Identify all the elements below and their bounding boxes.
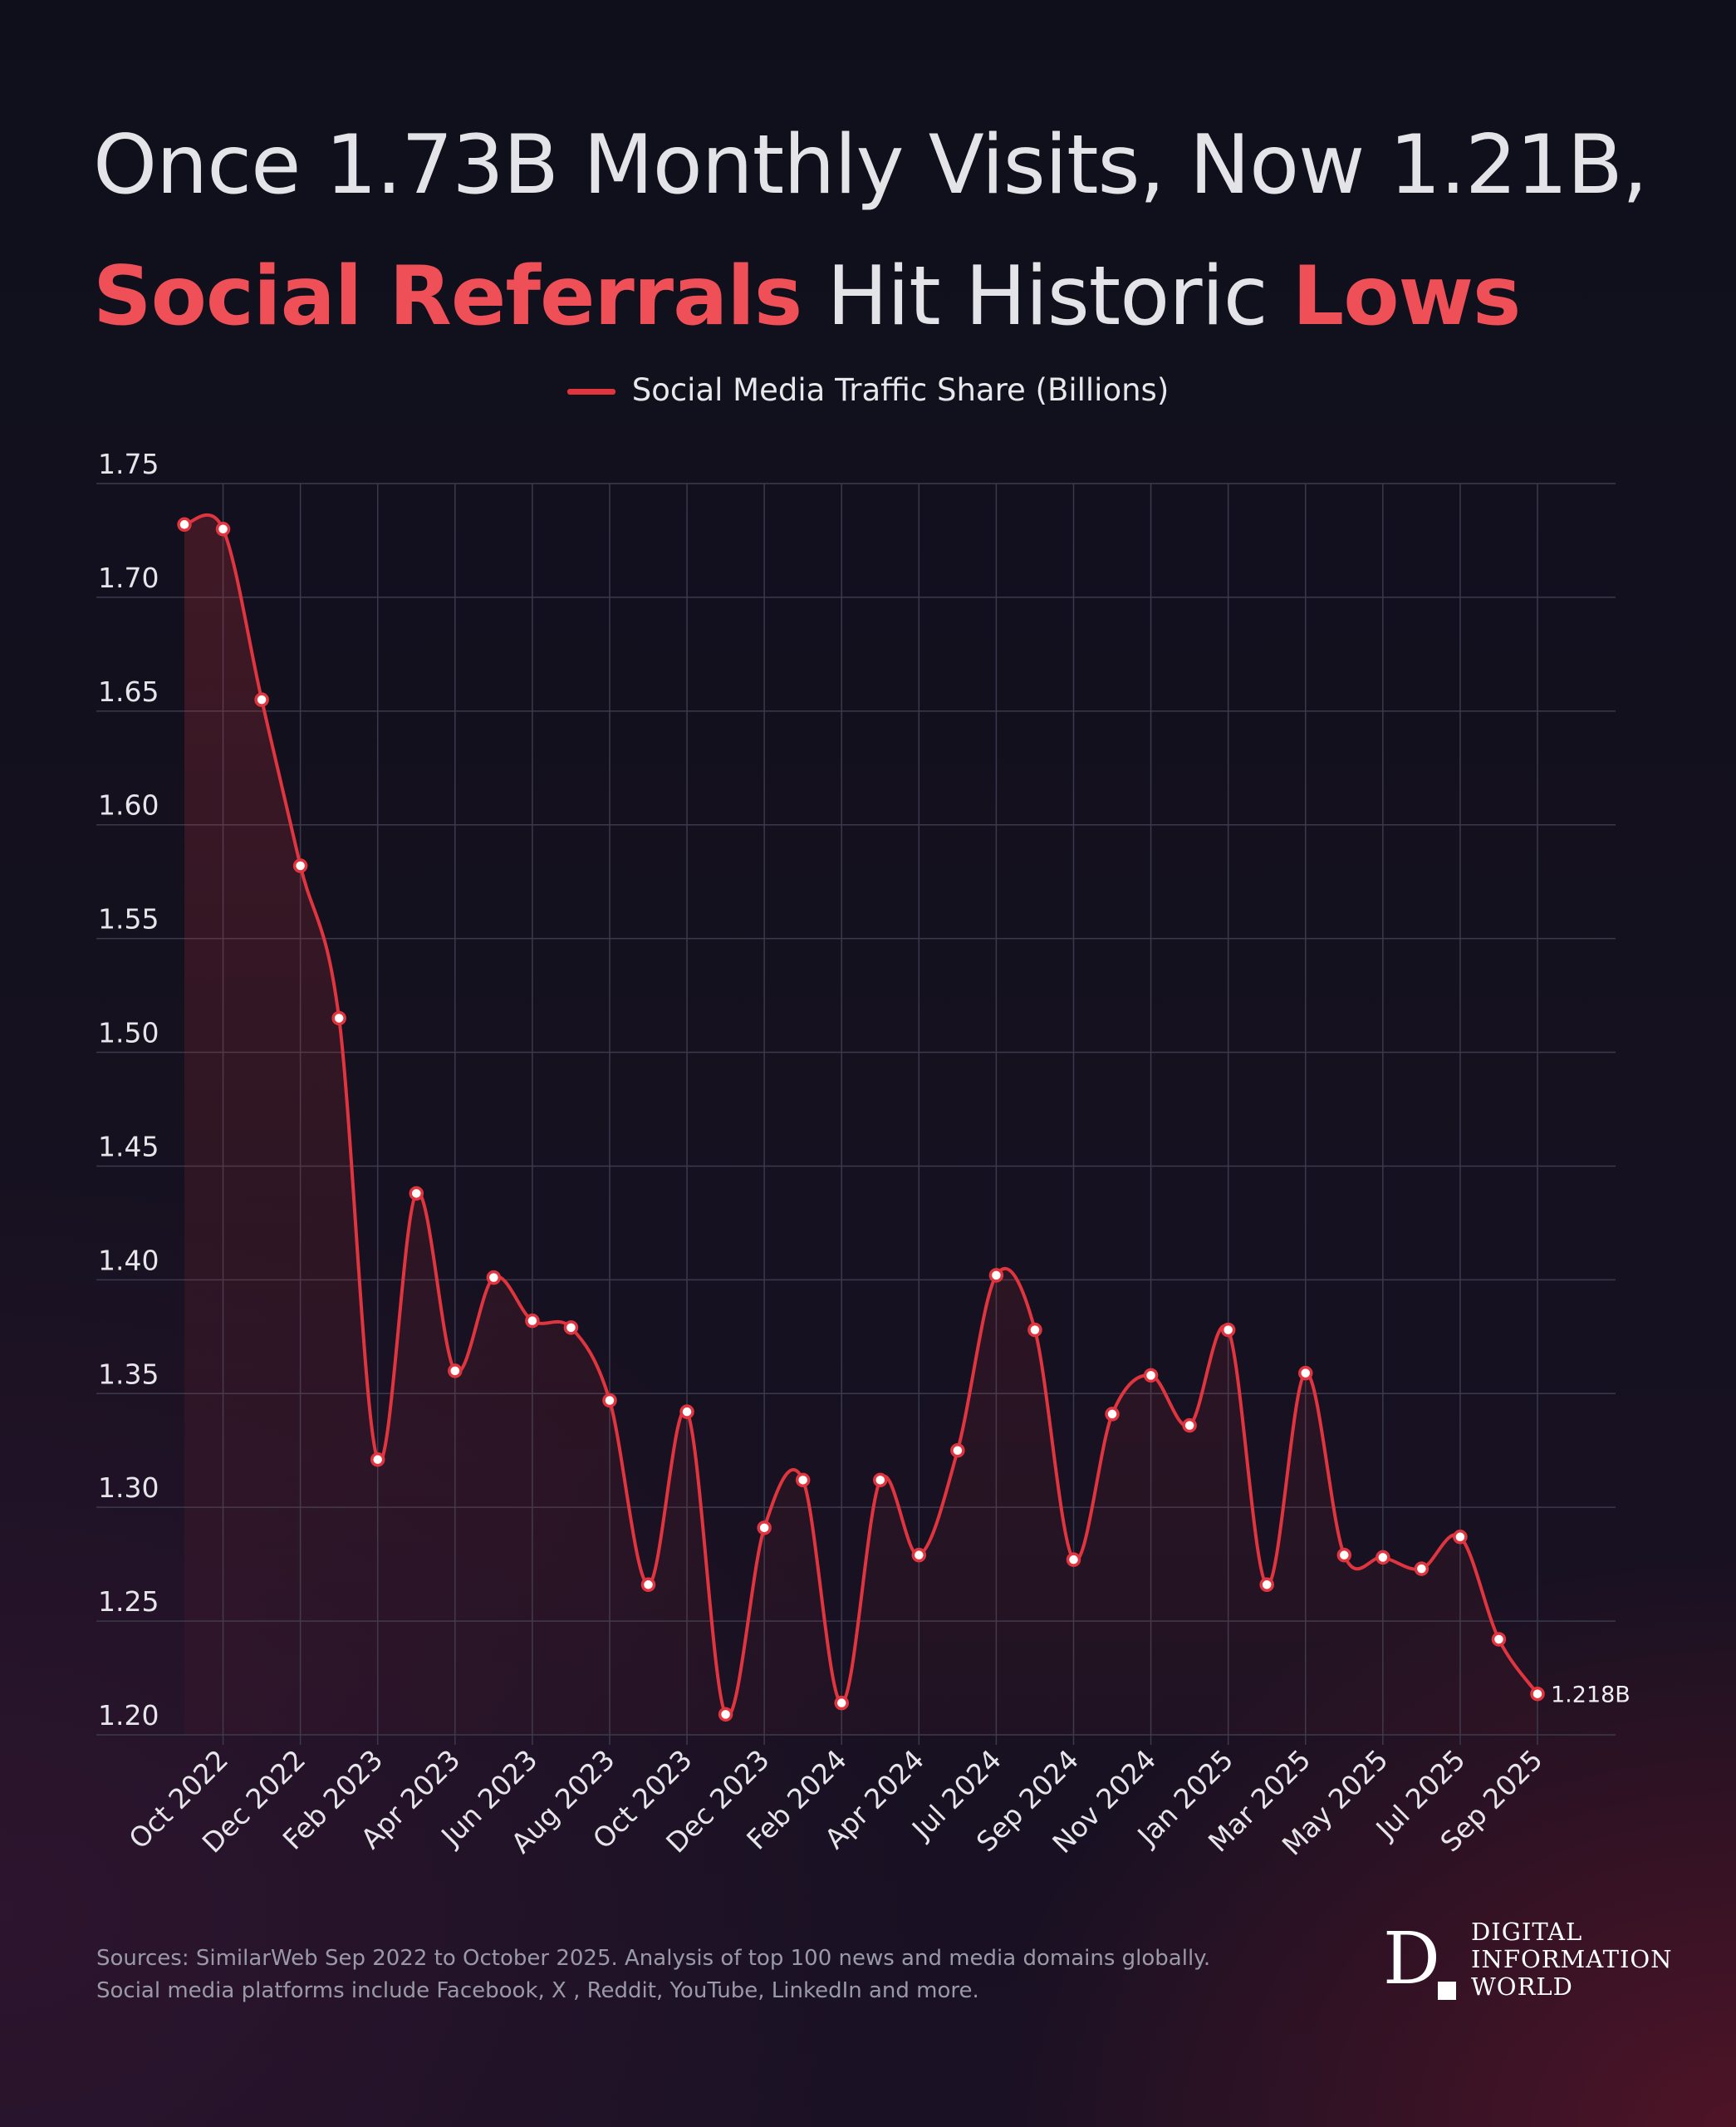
data-point xyxy=(370,1452,385,1467)
source-line-2: Social media platforms include Facebook,… xyxy=(96,1978,979,2003)
y-tick-label: 1.40 xyxy=(98,1244,159,1276)
title-line-2: Social Referrals Hit Historic Lows xyxy=(93,231,1671,362)
logo-line-1: DIGITAL xyxy=(1471,1918,1583,1946)
y-tick-label: 1.70 xyxy=(98,562,159,594)
data-point xyxy=(1530,1686,1545,1702)
data-point xyxy=(1376,1550,1390,1565)
title-middle-text: Hit Historic xyxy=(802,249,1292,344)
data-point xyxy=(1297,1365,1313,1381)
y-tick-label: 1.55 xyxy=(98,903,159,936)
legend-label: Social Media Traffic Share (Billions) xyxy=(631,372,1170,408)
y-tick-label: 1.60 xyxy=(98,789,159,822)
y-tick-label: 1.20 xyxy=(98,1699,159,1732)
logo-line-2: INFORMATION xyxy=(1471,1945,1673,1973)
line-chart: 1.20 1.25 1.30 1.35 1.40 1.45 1.50 1.55 1.60 1.65… xyxy=(96,448,1631,1862)
data-point xyxy=(1105,1407,1120,1422)
data-point xyxy=(486,1270,502,1285)
end-value-label: 1.218B xyxy=(1551,1682,1631,1708)
title-accent-social-referrals: Social Referrals xyxy=(93,249,802,344)
data-point xyxy=(640,1577,656,1593)
y-tick-label: 1.75 xyxy=(98,448,159,480)
legend-line-swatch xyxy=(566,389,615,395)
data-point xyxy=(988,1268,1004,1283)
y-axis-ticks: 1.20 1.25 1.30 1.35 1.40 1.45 1.50 1.55 1.60 1.65… xyxy=(98,448,159,1732)
logo-line-3: WORLD xyxy=(1471,1972,1573,2001)
y-tick-label: 1.50 xyxy=(98,1017,159,1049)
data-point xyxy=(525,1313,540,1329)
data-point xyxy=(795,1472,811,1488)
source-note: Sources: SimilarWeb Sep 2022 to October … xyxy=(96,1943,1210,2007)
logo-wordmark: DIGITAL INFORMATION WORLD xyxy=(1471,1918,1673,2001)
data-point xyxy=(215,522,231,537)
y-tick-label: 1.35 xyxy=(98,1358,159,1390)
data-point xyxy=(1491,1632,1507,1647)
data-point xyxy=(679,1404,694,1419)
data-point xyxy=(873,1472,888,1488)
data-point xyxy=(718,1707,733,1722)
data-point xyxy=(177,517,192,533)
data-point xyxy=(834,1695,849,1711)
data-point xyxy=(254,692,269,707)
data-point xyxy=(1143,1368,1159,1383)
logo-mark: D xyxy=(1383,1918,1440,2001)
y-tick-label: 1.65 xyxy=(98,675,159,708)
data-point xyxy=(1259,1577,1274,1593)
series-points xyxy=(177,517,1545,1722)
data-point xyxy=(1220,1322,1236,1338)
data-point xyxy=(950,1442,965,1458)
data-point xyxy=(563,1320,579,1335)
data-point xyxy=(1066,1552,1081,1567)
data-point xyxy=(1182,1417,1197,1433)
data-point xyxy=(292,858,308,873)
y-tick-label: 1.25 xyxy=(98,1585,159,1618)
y-tick-label: 1.30 xyxy=(98,1471,159,1504)
series-area-fill xyxy=(184,514,1537,1735)
title-line-1: Once 1.73B Monthly Visits, Now 1.21B, xyxy=(93,118,1648,213)
title-accent-lows: Lows xyxy=(1292,249,1522,344)
data-point xyxy=(448,1363,463,1378)
data-point xyxy=(1414,1561,1430,1576)
data-point xyxy=(331,1010,346,1026)
data-point xyxy=(911,1547,927,1563)
chart-legend: Social Media Traffic Share (Billions) xyxy=(0,372,1736,408)
chart-title: Once 1.73B Monthly Visits, Now 1.21B, So… xyxy=(93,100,1671,362)
source-line-1: Sources: SimilarWeb Sep 2022 to October … xyxy=(96,1946,1211,1971)
data-point xyxy=(1027,1322,1042,1338)
data-point xyxy=(409,1186,424,1201)
logo-square-icon xyxy=(1438,1982,1456,2000)
data-point xyxy=(757,1520,772,1535)
data-point xyxy=(1453,1530,1468,1545)
data-point xyxy=(1336,1547,1352,1563)
y-tick-label: 1.45 xyxy=(98,1130,159,1162)
series-line xyxy=(184,513,1539,1718)
data-point xyxy=(602,1393,617,1408)
